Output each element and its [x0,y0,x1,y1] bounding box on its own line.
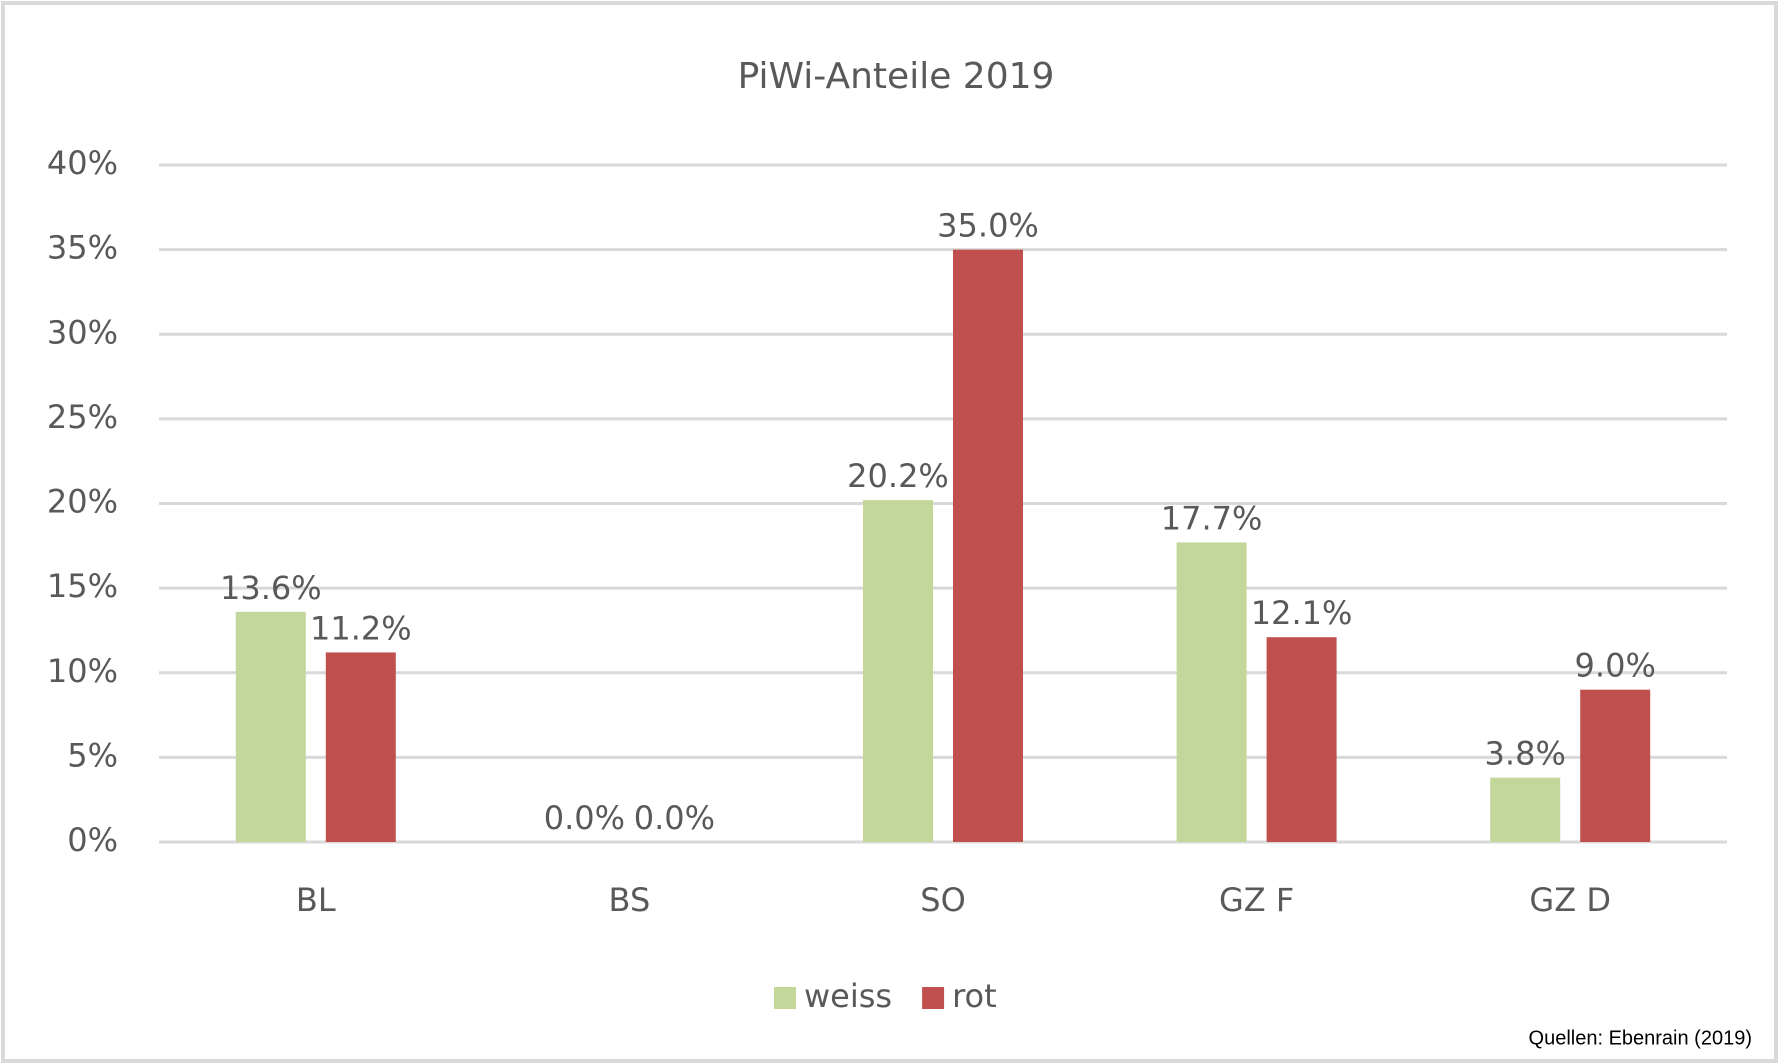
x-tick-label: BL [296,881,336,919]
data-label: 20.2% [847,457,949,495]
legend-label: rot [952,977,997,1015]
y-tick-label: 0% [67,821,118,859]
data-label: 11.2% [310,609,412,647]
y-tick-label: 40% [47,144,118,182]
legend-label: weiss [804,977,892,1015]
y-tick-label: 10% [47,652,118,690]
bar [1580,689,1651,842]
x-tick-label: GZ D [1529,881,1611,919]
y-tick-label: 15% [47,567,118,605]
chart-title: PiWi-Anteile 2019 [738,56,1055,97]
legend-swatch [922,987,945,1009]
y-tick-label: 35% [47,229,118,267]
x-tick-label: SO [920,881,966,919]
bar [863,500,933,842]
y-tick-label: 30% [47,313,118,351]
data-label: 0.0% [544,799,625,837]
data-label: 0.0% [634,799,715,837]
legend-swatch [774,987,796,1009]
data-label: 9.0% [1575,647,1656,685]
data-label: 13.6% [220,569,322,607]
bar [1490,777,1561,842]
data-label: 17.7% [1161,499,1263,537]
data-label: 35.0% [937,207,1039,245]
y-tick-label: 20% [47,483,118,521]
data-label: 12.1% [1251,594,1353,632]
x-tick-label: GZ F [1219,881,1294,919]
data-label: 3.8% [1485,735,1566,773]
source-note: Quellen: Ebenrain (2019) [1529,1027,1752,1049]
bar [1266,637,1337,842]
bar [1176,542,1247,842]
x-tick-label: BS [609,881,651,919]
bar [325,652,396,842]
y-tick-label: 25% [47,398,118,436]
bar [953,249,1023,842]
y-tick-label: 5% [67,736,118,774]
bar [235,611,306,842]
